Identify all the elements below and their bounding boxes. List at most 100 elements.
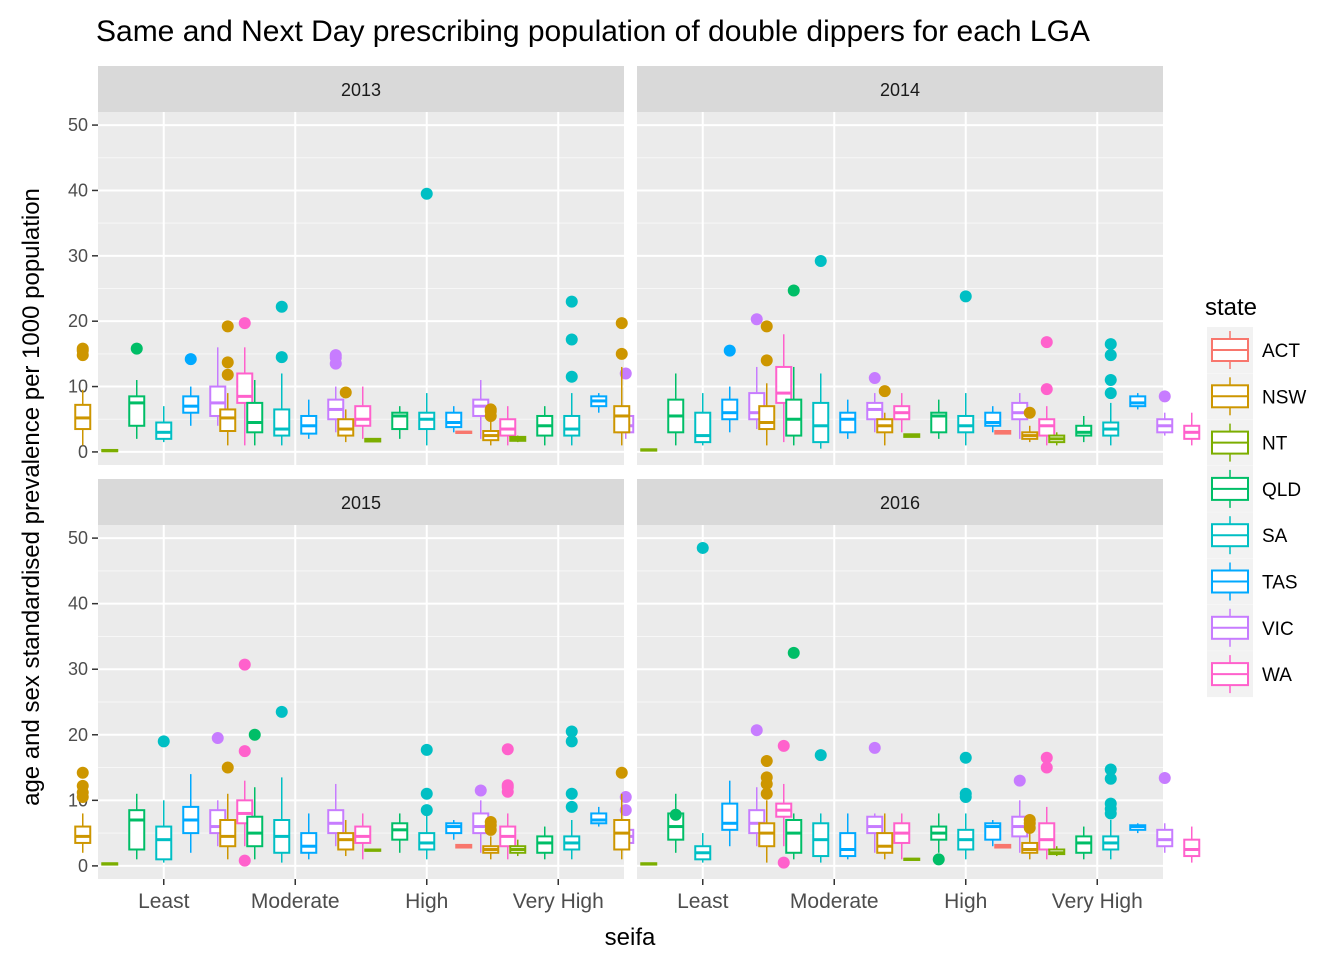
box-body — [866, 401, 884, 421]
box-qld — [536, 406, 554, 446]
x-tick-label: Very High — [513, 890, 604, 913]
outlier-point — [565, 800, 578, 813]
box-sa — [694, 393, 712, 446]
outlier-point — [420, 804, 433, 817]
outlier-point — [275, 300, 288, 313]
outlier-point — [814, 255, 827, 268]
outlier-point — [878, 385, 891, 398]
box-tas — [839, 813, 857, 860]
panel-2014: 2014 — [613, 66, 1201, 465]
outlier-point — [868, 741, 881, 754]
box-nsw — [337, 820, 355, 857]
x-tick-label: Least — [677, 890, 729, 913]
outlier-point — [760, 320, 773, 333]
outlier-point — [76, 342, 89, 355]
box-sa — [1102, 338, 1120, 446]
box-nt — [101, 862, 119, 866]
box-nt — [509, 839, 527, 857]
x-tick-label: Very High — [1052, 890, 1143, 913]
box-wa — [1183, 412, 1201, 446]
x-tick-label: Moderate — [790, 890, 879, 913]
box-body — [74, 825, 92, 844]
box-body — [839, 832, 857, 858]
outlier-point — [1158, 772, 1171, 785]
box-body — [758, 822, 776, 848]
box-wa — [893, 813, 911, 860]
box-nsw — [219, 320, 237, 446]
box-nt — [903, 433, 921, 438]
box-qld — [536, 826, 554, 860]
legend-item-vic: VIC — [1207, 604, 1294, 651]
box-sa — [418, 743, 436, 860]
box-qld — [1075, 826, 1093, 860]
outlier-point — [565, 735, 578, 748]
box-sa — [418, 187, 436, 446]
box-body — [354, 825, 372, 844]
box-nsw — [758, 755, 776, 863]
outlier-point — [669, 808, 682, 821]
box-tas — [984, 820, 1002, 847]
box-nt — [1048, 846, 1066, 857]
outlier-point — [959, 787, 972, 800]
outlier-point — [501, 743, 514, 756]
x-tick-label: Moderate — [251, 890, 340, 913]
outlier-point — [723, 344, 736, 357]
box-body — [219, 819, 237, 848]
box-sa — [957, 751, 975, 860]
box-tas — [721, 780, 739, 847]
box-nsw — [74, 766, 92, 853]
outlier-point — [275, 351, 288, 364]
box-nsw — [219, 761, 237, 860]
box-body — [839, 411, 857, 434]
outlier-point — [932, 853, 945, 866]
box-body — [1156, 828, 1174, 848]
box-wa — [775, 739, 793, 869]
outlier-point — [484, 403, 497, 416]
outlier-point — [619, 367, 632, 380]
box-body — [866, 815, 884, 835]
y-tick-label: 30 — [68, 246, 88, 266]
legend-title: state — [1205, 294, 1257, 321]
box-sa — [957, 290, 975, 446]
panel-2013: 2013 0 10 20 30 40 50 — [68, 66, 662, 465]
panel-strip-label: 2014 — [880, 80, 920, 100]
box-vic — [327, 783, 345, 847]
box-tas — [590, 806, 608, 827]
box-nt — [903, 857, 921, 861]
y-tick-label: 0 — [78, 856, 88, 876]
box-body — [128, 809, 146, 851]
box-sa — [155, 735, 173, 863]
box-wa — [236, 317, 254, 446]
legend-item-nt: NT — [1207, 419, 1288, 466]
outlier-point — [275, 705, 288, 718]
box-tas — [984, 406, 1002, 433]
box-qld — [128, 342, 146, 439]
outlier-point — [484, 815, 497, 828]
box-tas — [182, 353, 200, 426]
box-qld — [785, 284, 803, 446]
outlier-point — [565, 295, 578, 308]
box-qld — [785, 646, 803, 860]
box-qld — [246, 728, 264, 860]
box-qld — [930, 813, 948, 866]
box-vic — [866, 741, 884, 853]
box-nsw — [1021, 814, 1039, 860]
box-body — [957, 414, 975, 434]
box-vic — [866, 372, 884, 433]
box-tas — [445, 406, 463, 433]
box-body — [590, 812, 608, 825]
outlier-point — [1040, 761, 1053, 774]
outlier-point — [238, 854, 251, 867]
box-body — [445, 822, 463, 835]
box-body — [337, 418, 355, 437]
box-body — [775, 365, 793, 404]
outlier-point — [1104, 387, 1117, 400]
outlier-point — [1023, 814, 1036, 826]
box-qld — [667, 373, 685, 446]
box-tas — [300, 399, 318, 439]
box-nsw — [337, 386, 355, 443]
outlier-point — [221, 320, 234, 333]
y-tick-label: 0 — [78, 442, 88, 462]
y-tick-label: 50 — [68, 528, 88, 548]
